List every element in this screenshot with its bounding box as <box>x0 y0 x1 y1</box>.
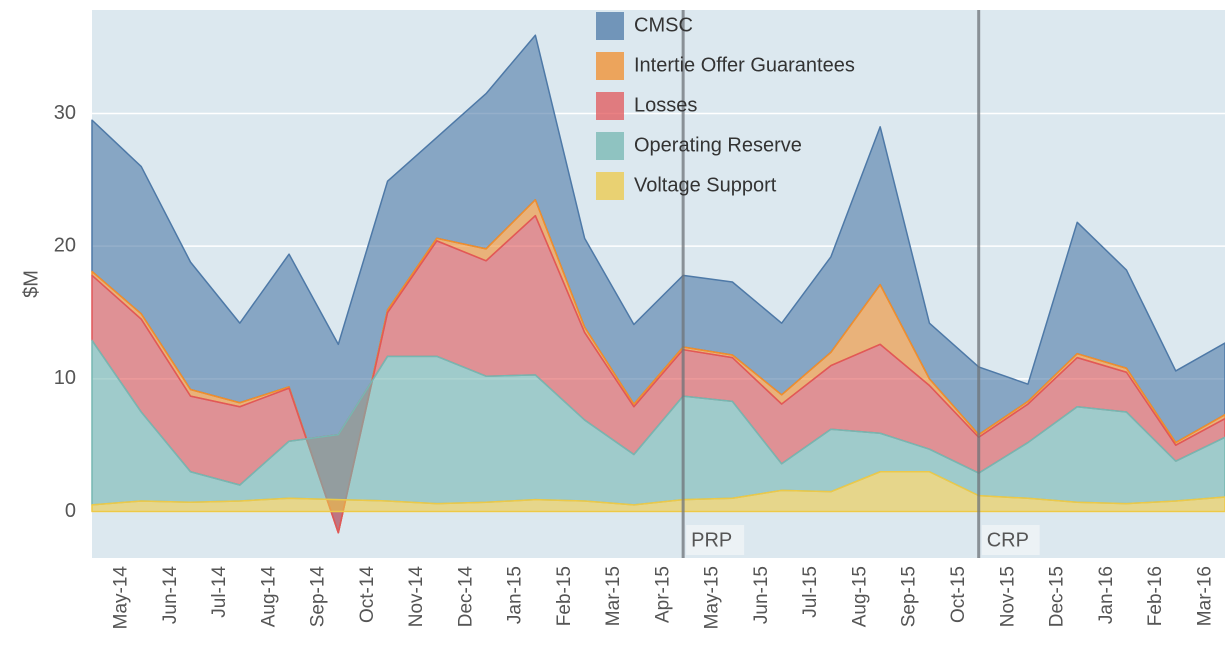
x-tick-label: Feb-16 <box>1145 566 1166 626</box>
area <box>91 471 1225 513</box>
legend-label: CMSC <box>634 14 693 36</box>
x-tick-label: Jul-14 <box>209 566 230 618</box>
x-tick-label: Sep-14 <box>308 566 329 628</box>
x-tick-label: Mar-16 <box>1194 566 1215 626</box>
x-tick-label: Dec-14 <box>455 566 476 628</box>
x-tick-label: Jan-16 <box>1096 566 1117 624</box>
y-tick-label: 0 <box>65 500 76 522</box>
x-tick-label: Oct-15 <box>948 566 969 623</box>
annotation-box <box>981 525 1040 555</box>
x-tick-label: Jan-15 <box>505 566 526 624</box>
x-tick-label: Jul-15 <box>800 566 821 618</box>
legend-label: Losses <box>634 94 697 116</box>
x-tick-label: Dec-15 <box>1047 566 1068 627</box>
x-tick-label: Oct-14 <box>357 566 378 623</box>
x-tick-label: Feb-15 <box>554 566 575 626</box>
legend-label: Operating Reserve <box>634 134 802 156</box>
y-axis-label: $M <box>20 270 42 298</box>
annotation: PRP <box>691 529 732 551</box>
y-tick-label: 10 <box>54 367 76 389</box>
x-tick-label: Aug-15 <box>849 566 870 627</box>
legend-label: Intertie Offer Guarantees <box>634 54 855 76</box>
x-tick-label: Apr-15 <box>652 566 673 623</box>
legend-swatch <box>596 132 624 160</box>
x-tick-label: Jun-15 <box>751 566 772 624</box>
annotation-box <box>686 525 745 555</box>
annotation: CRP <box>987 529 1029 551</box>
legend-swatch <box>596 172 624 200</box>
x-tick-label: Sep-15 <box>899 566 920 627</box>
x-tick-label: Aug-14 <box>258 566 279 628</box>
x-tick-label: Nov-14 <box>406 566 427 628</box>
legend-swatch <box>596 92 624 120</box>
x-tick-label: May-14 <box>111 566 132 630</box>
y-tick-label: 30 <box>54 102 76 124</box>
x-tick-label: Mar-15 <box>603 566 624 626</box>
x-tick-label: Nov-15 <box>997 566 1018 627</box>
legend-swatch <box>596 12 624 40</box>
legend-label: Voltage Support <box>634 174 777 196</box>
x-tick-label: May-15 <box>702 566 723 629</box>
y-tick-label: 20 <box>54 234 76 256</box>
legend-swatch <box>596 52 624 80</box>
x-tick-label: Jun-14 <box>160 566 181 625</box>
